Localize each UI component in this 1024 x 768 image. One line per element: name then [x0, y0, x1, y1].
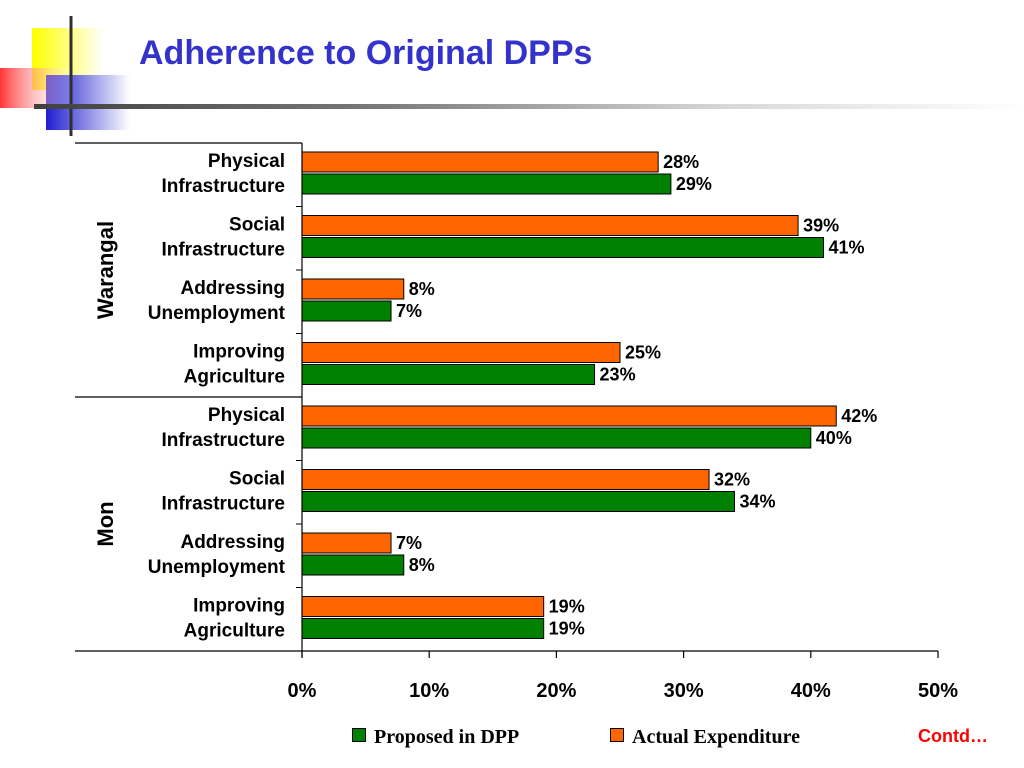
- data-label-proposed: 7%: [396, 301, 422, 321]
- category-label-line2: Agriculture: [184, 621, 285, 642]
- data-label-actual: 28%: [663, 152, 699, 172]
- slide-title: Adherence to Original DPPs: [139, 34, 593, 72]
- category-label-line1: Social: [229, 215, 285, 236]
- category-label-line2: Agriculture: [184, 367, 285, 388]
- category-label-line2: Infrastructure: [161, 240, 285, 261]
- bar-actual: [301, 151, 659, 173]
- bar-actual: [301, 405, 837, 427]
- group-label: Mon: [93, 501, 118, 546]
- data-label-proposed: 8%: [409, 555, 435, 575]
- bar-proposed: [301, 300, 392, 322]
- category-label-line1: Physical: [208, 405, 285, 426]
- data-label-proposed: 19%: [549, 619, 585, 639]
- bar-actual: [301, 532, 392, 554]
- bar-actual: [301, 278, 405, 300]
- group-label: Warangal: [93, 221, 118, 319]
- bar-actual: [301, 596, 545, 617]
- category-label-line1: Social: [229, 469, 285, 490]
- bar-proposed: [301, 554, 405, 576]
- bar-proposed: [301, 427, 812, 449]
- data-label-proposed: 23%: [600, 365, 636, 385]
- bar-proposed: [301, 364, 596, 385]
- x-tick-label: 20%: [536, 680, 576, 702]
- data-label-proposed: 41%: [829, 238, 865, 258]
- legend-label-proposed: Proposed in DPP: [374, 726, 520, 748]
- data-label-actual: 39%: [803, 216, 839, 236]
- bar-actual: [301, 215, 799, 236]
- contd-label: Contd…: [918, 726, 988, 746]
- x-tick-label: 30%: [664, 680, 704, 702]
- legend-item-actual: Actual Expenditure: [610, 726, 800, 749]
- bar-proposed: [301, 173, 672, 195]
- legend-label-actual: Actual Expenditure: [632, 726, 800, 748]
- legend-swatch-actual: [610, 728, 624, 742]
- category-label-line2: Infrastructure: [161, 494, 285, 515]
- data-label-proposed: 34%: [739, 492, 775, 512]
- category-label-line2: Infrastructure: [161, 176, 285, 197]
- x-tick-label: 10%: [409, 680, 449, 702]
- data-label-proposed: 29%: [676, 174, 712, 194]
- data-label-actual: 42%: [841, 406, 877, 426]
- legend-item-proposed: Proposed in DPP: [352, 726, 519, 749]
- bar-actual: [301, 342, 621, 363]
- bar-proposed: [301, 491, 735, 512]
- category-label-line2: Unemployment: [148, 303, 286, 324]
- data-label-actual: 7%: [396, 533, 422, 553]
- x-tick-label: 0%: [288, 680, 317, 702]
- title-rule: [34, 104, 1024, 109]
- x-tick-label: 40%: [791, 680, 831, 702]
- data-label-actual: 19%: [549, 597, 585, 617]
- data-label-actual: 25%: [625, 343, 661, 363]
- category-label-line1: Improving: [193, 342, 285, 363]
- category-label-line1: Physical: [208, 151, 285, 172]
- legend-swatch-proposed: [352, 728, 366, 742]
- data-label-actual: 8%: [409, 279, 435, 299]
- category-label-line1: Improving: [193, 596, 285, 617]
- category-label-line2: Unemployment: [148, 557, 286, 578]
- logo-red-bar: [0, 68, 70, 108]
- data-label-actual: 32%: [714, 470, 750, 490]
- data-label-proposed: 40%: [816, 428, 852, 448]
- category-label-line2: Infrastructure: [161, 430, 285, 451]
- x-tick-label: 50%: [918, 680, 958, 702]
- bar-actual: [301, 469, 710, 490]
- category-label-line1: Addressing: [180, 532, 285, 553]
- decorative-logo: [0, 16, 130, 136]
- category-label-line1: Addressing: [180, 278, 285, 299]
- bar-proposed: [301, 237, 825, 258]
- bar-proposed: [301, 618, 545, 639]
